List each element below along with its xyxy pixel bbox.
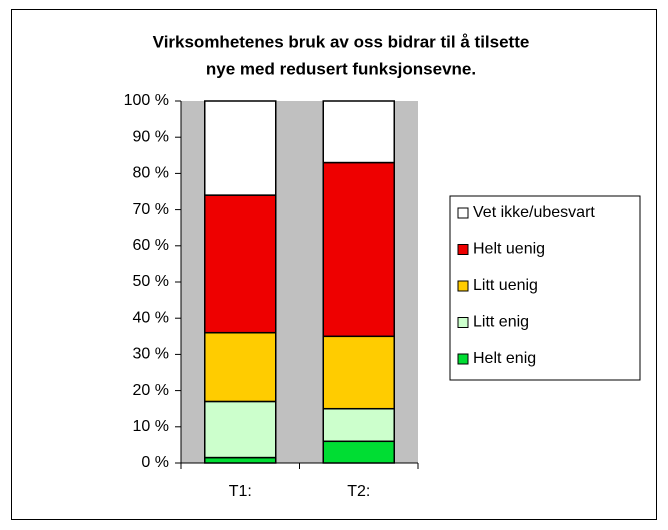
bar-segment — [322, 161, 395, 338]
legend-label: Litt enig — [473, 314, 529, 331]
legend-label: Helt uenig — [473, 241, 545, 258]
chart-title: Virksomhetenes bruk av oss bidrar til å … — [153, 32, 530, 51]
y-tick-label: 40 % — [133, 309, 169, 326]
chart-title: nye med redusert funksjonsevne. — [206, 59, 476, 78]
x-tick-label: T2: — [347, 483, 370, 500]
y-tick-label: 50 % — [133, 273, 169, 290]
legend-swatch — [457, 317, 469, 328]
y-tick-label: 100 % — [124, 92, 169, 109]
y-tick-label: 80 % — [133, 165, 169, 182]
bar-segment — [204, 456, 277, 464]
bar-segment — [204, 400, 277, 459]
legend-swatch — [457, 207, 469, 219]
legend-swatch — [457, 353, 469, 365]
y-tick-label: 30 % — [133, 346, 169, 363]
legend-label: Litt uenig — [473, 277, 538, 294]
x-tick-label: T1: — [229, 483, 252, 500]
bar-segment — [204, 194, 277, 334]
y-tick-label: 20 % — [133, 382, 169, 399]
bar-segment — [204, 100, 277, 196]
y-tick-label: 60 % — [133, 237, 169, 254]
y-tick-label: 0 % — [141, 454, 169, 471]
bar-segment — [322, 440, 395, 464]
y-tick-label: 70 % — [133, 201, 169, 218]
legend-swatch — [457, 280, 469, 292]
legend-box — [449, 195, 641, 381]
y-tick-label: 10 % — [133, 418, 169, 435]
legend-label: Vet ikke/ubesvart — [473, 204, 595, 221]
legend-label: Helt enig — [473, 350, 536, 367]
bar-segment — [322, 407, 395, 443]
legend-swatch — [457, 244, 469, 255]
bar-segment — [204, 331, 277, 403]
y-tick-label: 90 % — [133, 128, 169, 145]
bar-segment — [322, 335, 395, 410]
bar-segment — [322, 100, 395, 164]
